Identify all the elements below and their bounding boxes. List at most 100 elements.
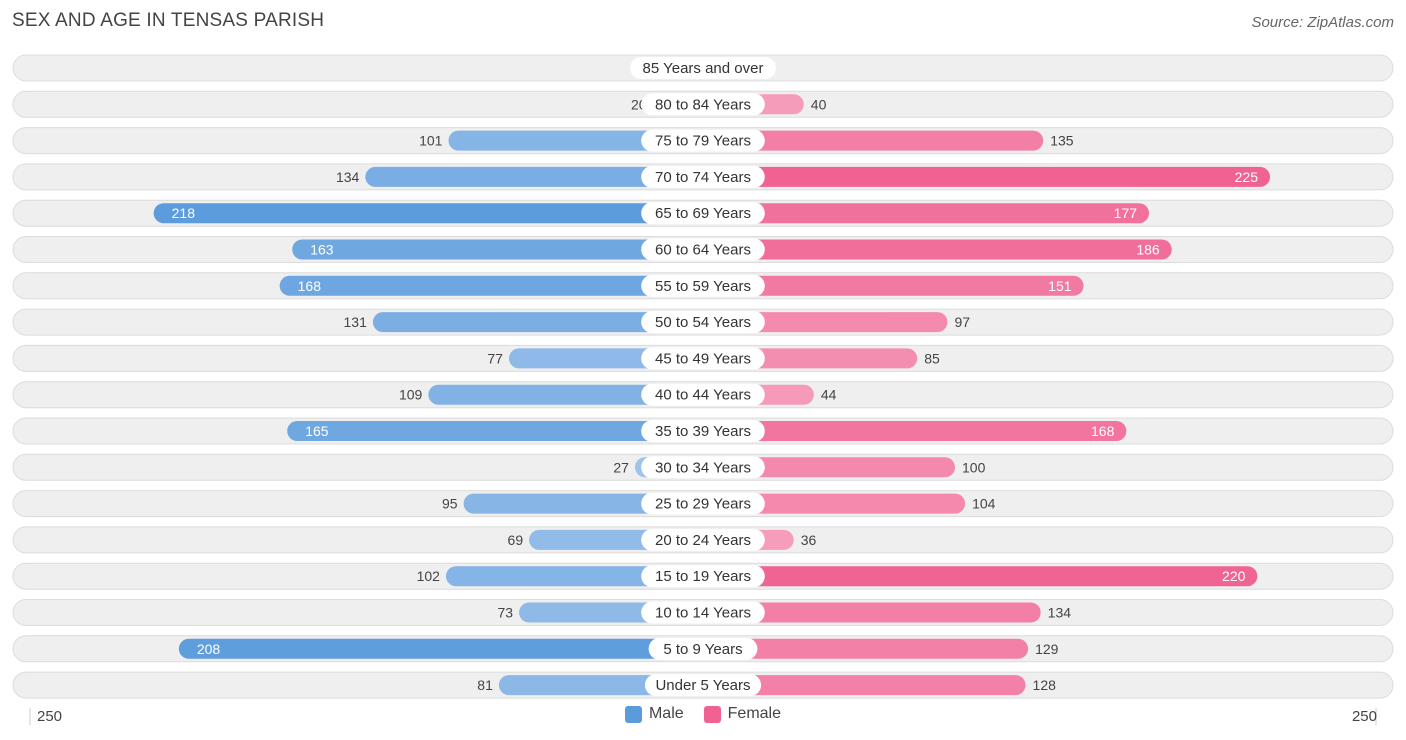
value-label-female: 151	[1048, 278, 1072, 294]
value-label-male: 163	[310, 242, 334, 258]
value-label-female: 36	[801, 532, 817, 548]
bar-female	[703, 239, 1172, 260]
bar-male	[279, 275, 703, 296]
value-label-female: 168	[1091, 423, 1115, 439]
bar-female	[703, 312, 948, 333]
chart-title: SEX AND AGE IN TENSAS PARISH	[12, 10, 325, 31]
value-label-male: 102	[417, 568, 441, 584]
category-label-bg	[641, 601, 765, 624]
category-label: 5 to 9 Years	[663, 641, 742, 658]
bar-female	[703, 457, 955, 478]
value-label-male: 69	[508, 532, 524, 548]
category-label: 65 to 69 Years	[655, 205, 751, 222]
value-label-female: 135	[1050, 133, 1074, 149]
category-label-bg	[641, 383, 765, 406]
category-label-bg	[641, 347, 765, 370]
value-label-female: 225	[1235, 169, 1259, 185]
category-label: 70 to 74 Years	[655, 169, 751, 186]
category-label: 35 to 39 Years	[655, 423, 751, 440]
category-label: 80 to 84 Years	[655, 96, 751, 113]
value-label-female: 177	[1114, 205, 1138, 221]
category-label-bg	[641, 202, 765, 225]
legend-swatch-female	[703, 705, 721, 723]
value-label-male: 165	[305, 423, 329, 439]
category-label: 55 to 59 Years	[655, 278, 751, 295]
bar-female	[703, 566, 1258, 587]
bar-male	[428, 384, 703, 405]
category-label: 85 Years and over	[643, 60, 764, 77]
category-label-bg	[641, 238, 765, 261]
category-label: 30 to 34 Years	[655, 459, 751, 476]
category-label-bg	[641, 420, 765, 442]
bar-male	[372, 312, 703, 333]
bar-female	[703, 638, 1029, 659]
bar-female	[703, 275, 1084, 296]
category-label: 75 to 79 Years	[655, 133, 751, 150]
value-label-male: 95	[442, 496, 458, 512]
bar-female	[703, 421, 1127, 441]
category-label-bg	[641, 165, 765, 188]
legend-item-female[interactable]: Female	[703, 705, 781, 723]
value-label-female: 129	[1035, 641, 1059, 657]
bar-male	[292, 239, 703, 260]
category-label: 20 to 24 Years	[655, 532, 751, 549]
category-label: 15 to 19 Years	[655, 568, 751, 585]
value-label-male: 81	[477, 677, 493, 693]
value-label-male: 134	[336, 169, 360, 185]
value-label-male: 208	[197, 641, 221, 657]
chart-source: Source: ZipAtlas.com	[1251, 14, 1394, 31]
bar-male	[178, 638, 704, 659]
category-label: 50 to 54 Years	[655, 314, 751, 331]
value-label-female: 220	[1222, 568, 1246, 584]
category-label: 60 to 64 Years	[655, 242, 751, 259]
category-label-bg	[641, 528, 765, 551]
bar-male	[365, 166, 703, 187]
category-label-bg	[641, 129, 765, 152]
value-label-female: 85	[924, 350, 940, 366]
bar-female	[703, 130, 1044, 151]
legend-item-male[interactable]: Male	[624, 705, 684, 723]
value-label-male: 109	[399, 387, 423, 403]
value-label-male: 168	[298, 278, 322, 294]
value-label-female: 104	[972, 496, 996, 512]
category-label-bg	[644, 674, 762, 697]
value-label-male: 27	[613, 459, 629, 475]
category-label: 25 to 29 Years	[655, 496, 751, 513]
value-label-female: 128	[1033, 677, 1057, 693]
value-label-male: 73	[497, 605, 513, 621]
bar-male	[448, 130, 703, 151]
value-label-female: 97	[954, 314, 970, 330]
category-label-bg	[641, 93, 765, 116]
value-label-female: 100	[962, 459, 986, 475]
axis-left-max-label: 250	[37, 708, 63, 725]
category-label-bg	[641, 274, 765, 297]
value-label-male: 131	[344, 314, 368, 330]
category-label: 45 to 49 Years	[655, 350, 751, 367]
category-label-bg	[641, 456, 765, 479]
legend-swatch-male	[624, 705, 642, 723]
bar-female	[703, 675, 1026, 696]
value-label-male: 218	[172, 205, 196, 221]
chart-legend: Male Female	[0, 705, 1406, 723]
value-label-female: 44	[821, 387, 837, 403]
bar-male	[445, 566, 703, 587]
value-label-female: 134	[1048, 605, 1072, 621]
legend-label-male: Male	[648, 705, 684, 722]
category-label-bg	[641, 311, 765, 334]
category-label-bg	[641, 565, 765, 588]
category-label-bg	[641, 492, 765, 515]
category-label: 40 to 44 Years	[655, 387, 751, 404]
category-label: 10 to 14 Years	[655, 605, 751, 622]
value-label-male: 101	[419, 133, 443, 149]
bar-female	[703, 166, 1270, 187]
category-label-bg	[630, 57, 776, 79]
bar-male	[287, 421, 703, 441]
bar-female	[703, 203, 1150, 224]
value-label-female: 40	[811, 96, 827, 112]
bar-female	[703, 493, 966, 514]
value-label-male: 77	[487, 350, 503, 366]
category-label: Under 5 Years	[655, 677, 750, 694]
bar-female	[703, 602, 1041, 623]
category-label-bg	[648, 637, 758, 660]
